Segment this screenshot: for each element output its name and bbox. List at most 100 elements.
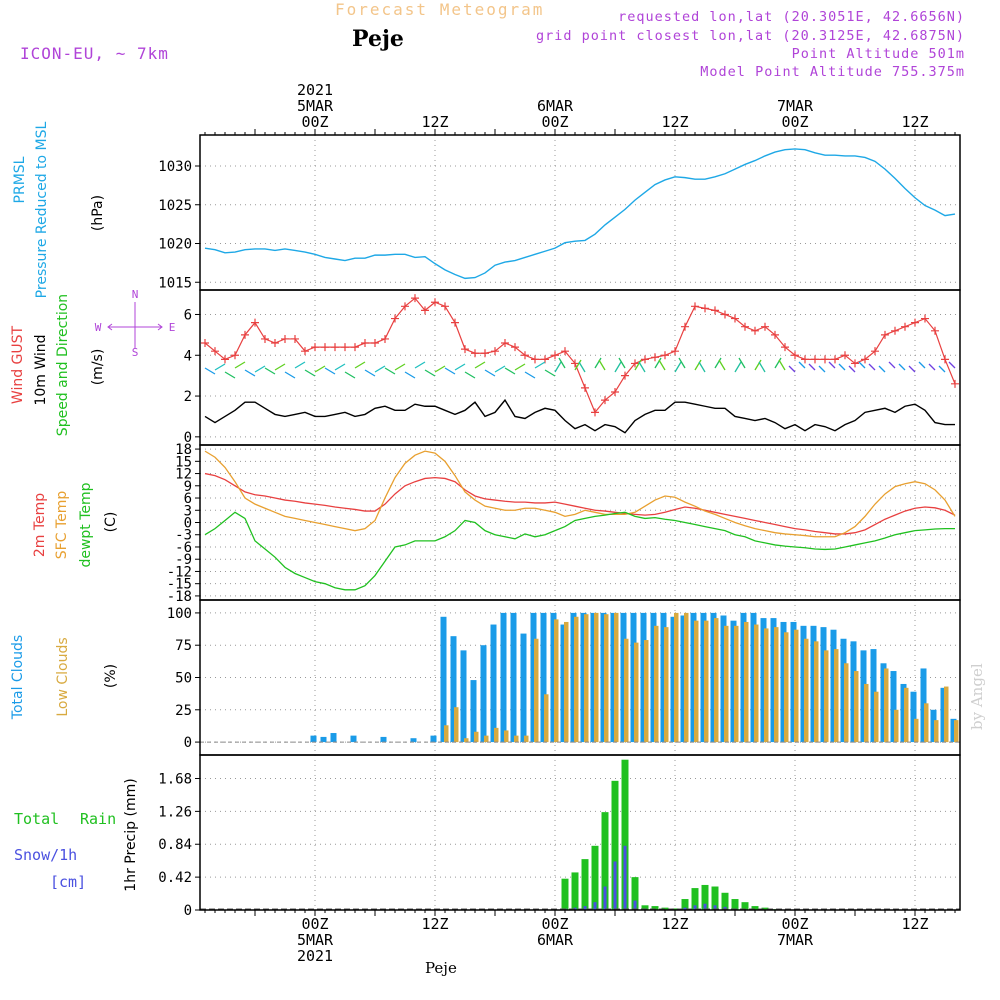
total-cloud-bar [810,625,817,743]
gust-marker [411,294,419,303]
gust-marker [531,355,539,364]
model-point-altitude: Model Point Altitude 755.375m [700,64,965,80]
y-tick-label: 50 [175,671,192,687]
wind-direction-arrow [504,367,516,375]
gust-marker [691,302,699,311]
low-cloud-bar [904,687,909,743]
y-tick-label: 1025 [158,198,192,214]
bottom-time-label: 5MAR [297,931,334,949]
requested-location: requested lon,lat (20.3051E, 42.6656N) [618,9,965,25]
wind-direction-arrow [374,365,386,373]
clouds-low-label: Low Clouds [55,637,71,716]
total-cloud-bar [700,612,707,743]
gust-marker [571,359,579,368]
low-cloud-bar [454,707,459,743]
gust-marker [901,322,909,331]
temp-unit-label: (C) [103,512,119,533]
wind-direction-arrow [254,365,266,373]
bottom-time-label: 00Z [781,915,808,933]
gust-marker [931,326,939,335]
wind-direction-arrow [878,365,886,373]
gust-marker [321,343,329,352]
panel-frame [199,289,961,446]
y-tick-label: 3 [184,503,192,519]
y-tick-label: 18 [175,442,192,458]
gust-marker [741,322,749,331]
top-time-label: 00Z [541,113,568,131]
pressure-unit-label: (hPa) [90,195,106,231]
total-cloud-bar [830,629,837,743]
top-time-label: 7MAR [777,97,814,115]
temp-sfc-label: SFC Temp [54,491,70,560]
low-cloud-bar [644,640,649,743]
total-cloud-bar [760,618,767,743]
rain-bar [741,902,749,910]
temp-dewpt-label: dewpt Temp [78,482,94,567]
gust-marker [291,334,299,343]
wind-direction-arrow [858,361,866,369]
y-tick-label: -18 [167,589,192,605]
precip-rain-label: Rain [80,810,117,828]
gust-marker [511,343,519,352]
low-cloud-bar [654,625,659,743]
clouds-total-label: Total Clouds [10,635,26,720]
y-tick-label: -12 [167,564,192,580]
total-cloud-bar [310,735,317,743]
wind-direction-arrow [868,363,876,371]
top-time-label: 00Z [781,113,808,131]
wind-direction-arrow [224,371,236,379]
wind-direction-arrow [284,371,296,379]
gust-marker [811,355,819,364]
low-cloud-bar [844,663,849,743]
low-cloud-bar [714,618,719,743]
total-cloud-bar [630,612,637,743]
wind-direction-arrow [734,361,742,373]
gust-marker [921,314,929,323]
gust-marker [651,353,659,362]
gust-marker [871,347,879,356]
wind-direction-arrow [384,367,396,375]
low-cloud-bar [664,627,669,743]
wind-direction-arrow [758,361,766,373]
wind-direction-arrow [774,357,782,369]
low-cloud-bar [494,727,499,743]
top-time-label: 5MAR [297,97,334,115]
wind-direction-arrow [514,363,526,371]
low-cloud-bar [564,621,569,743]
low-cloud-bar [594,612,599,743]
wind-direction-arrow [634,359,642,371]
gust-marker [281,334,289,343]
bottom-time-label: 12Z [421,915,448,933]
gust-marker [311,343,319,352]
total-cloud-bar [930,709,937,743]
y-tick-label: 1.26 [158,804,192,820]
signature: by Angel [968,663,986,730]
gust-marker [711,306,719,315]
snow-bar [713,905,717,910]
rain-bar [601,812,609,910]
low-cloud-bar [524,735,529,743]
wind-direction-arrow [354,361,366,369]
total-cloud-bar [910,691,917,743]
rain-bar [711,886,719,910]
gust-marker [581,383,589,392]
total-cloud-bar [820,627,827,743]
gust-marker [461,345,469,354]
top-time-label: 2021 [297,81,333,99]
low-cloud-bar [604,614,609,743]
low-cloud-bar [534,638,539,743]
pressure-label-2: Pressure Reduced to MSL [34,121,50,298]
gust-marker [401,302,409,311]
y-tick-label: 0.84 [158,837,192,853]
total-cloud-bar [530,612,537,743]
total-cloud-bar [560,624,567,743]
low-cloud-bar [614,612,619,743]
total-cloud-bar [440,616,447,743]
wind-direction-arrow [494,365,506,373]
gust-marker [671,347,679,356]
y-tick-label: 6 [184,491,192,507]
rain-bar [581,859,589,910]
wind-direction-arrow [714,357,722,369]
total-cloud-bar [680,615,687,743]
